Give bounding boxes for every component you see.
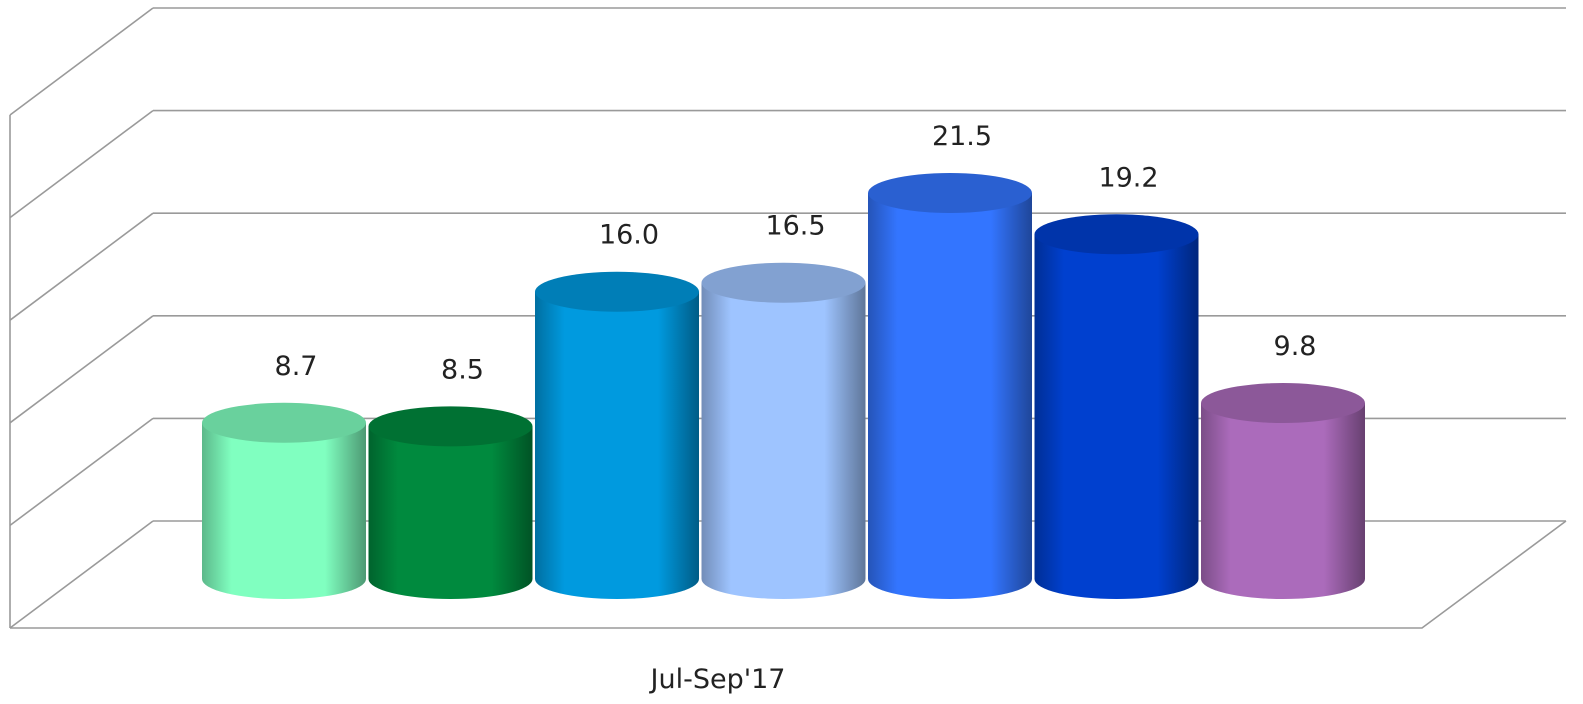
side-gridline [9, 7, 154, 116]
x-tick-label: Jul-Sep'17 [649, 664, 786, 695]
bar-2 [368, 406, 533, 599]
data-label-7: 9.8 [1274, 331, 1317, 362]
data-label-6: 19.2 [1098, 162, 1158, 193]
bar-top [868, 172, 1032, 213]
bar-body [868, 192, 1032, 599]
side-gridline [9, 109, 154, 219]
bar-7 [1201, 383, 1365, 599]
side-gridline [9, 315, 154, 424]
bar-body [535, 291, 699, 599]
data-label-3: 16.0 [599, 220, 659, 251]
data-labels: 8.7 8.5 16.0 16.5 21.5 19.2 9.8 [275, 121, 1317, 385]
bar-1 [202, 402, 366, 599]
side-gridline [9, 417, 154, 527]
bar-body [202, 422, 366, 599]
data-label-4: 16.5 [765, 211, 825, 242]
bar-top [1201, 383, 1365, 424]
bar-body [701, 282, 866, 599]
bar-top [1034, 214, 1199, 255]
bar-top [202, 402, 366, 443]
side-gridline [9, 212, 154, 321]
bar-top [701, 262, 866, 303]
bar-body [1034, 234, 1199, 599]
side-gridline [9, 520, 154, 629]
floor-edge [10, 520, 1567, 629]
bar-3 [535, 271, 699, 599]
data-label-2: 8.5 [441, 354, 484, 385]
bar-5 [868, 172, 1032, 599]
bar-top [535, 271, 699, 312]
data-label-1: 8.7 [275, 351, 318, 382]
bars [202, 172, 1365, 599]
bar-6 [1034, 214, 1199, 599]
data-label-5: 21.5 [932, 121, 992, 152]
bar-body [368, 426, 533, 599]
bar-top [368, 406, 533, 447]
bar-4 [701, 262, 866, 599]
bar-body [1201, 403, 1365, 599]
